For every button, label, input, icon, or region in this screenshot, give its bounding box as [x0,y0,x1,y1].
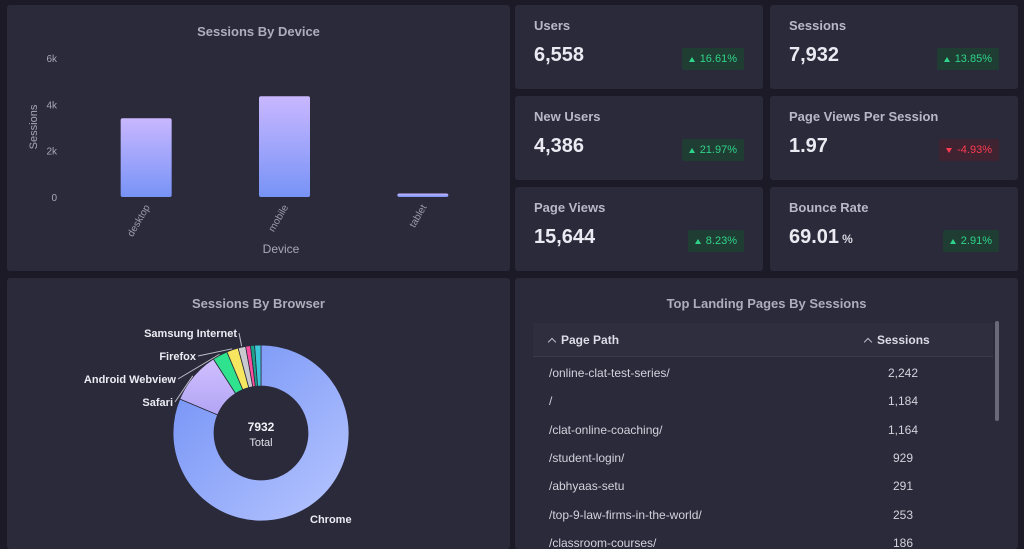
y-tick-label: 2k [46,147,58,158]
cell-sessions: 186 [892,535,914,549]
device-bar-chart: 0 2k 4k 6k Sessions desktop mobile tablet Device [28,54,449,256]
cell-sessions: 1,164 [887,422,919,437]
slice-chrome[interactable] [172,344,350,522]
cell-sessions: 253 [892,507,914,522]
cell-sessions: 2,242 [887,366,919,380]
kpi-label: Users [534,18,571,33]
kpi-change-badge: 8.23% [687,230,744,252]
kpi-unit: % [842,232,853,246]
sessions-by-browser-panel: Sessions By Browser Chrome Safari Android … [7,278,510,549]
kpi-value: 7,932 [789,44,840,66]
kpi-card-new-users: New Users 4,386 21.97% [515,96,763,180]
x-tick-label: desktop [126,203,153,239]
trend-up-icon [949,238,956,244]
kpi-label: New Users [534,109,601,124]
slice-leader-line [174,375,194,403]
kpi-label: Page Views Per Session [789,109,939,124]
y-axis-label: Sessions [28,104,40,149]
kpi-change-badge: 13.85% [936,48,999,70]
landing-table-title: Top Landing Pages By Sessions [666,296,867,311]
kpi-change-badge: 16.61% [681,48,744,70]
trend-up-icon [688,56,695,62]
table-row[interactable]: /clat-online-coaching/1,164 [533,416,993,444]
slice-label-chrome: Chrome [310,514,352,526]
table-row[interactable]: /top-9-law-firms-in-the-world/253 [533,501,993,529]
cell-page-path: /top-9-law-firms-in-the-world/ [549,507,702,522]
kpi-card-users: Users 6,558 16.61% [515,5,763,89]
y-tick-label: 4k [46,100,58,111]
device-chart-title: Sessions By Device [197,24,320,39]
y-tick-label: 0 [51,193,57,204]
cell-sessions: 1,184 [887,394,919,409]
kpi-card-page-views-per-session: Page Views Per Session 1.97 -4.93% [770,96,1018,180]
kpi-value: 15,644 [534,226,596,248]
cell-page-path: /classroom-courses/ [549,535,657,549]
cell-page-path: /online-clat-test-series/ [549,366,670,380]
kpi-card-page-views: Page Views 15,644 8.23% [515,187,763,271]
trend-up-icon [688,147,695,153]
table-row[interactable]: /abhyaas-setu 291 [533,472,993,500]
cell-page-path: / [549,394,553,409]
slice-leader-line [238,332,243,347]
cell-page-path: /abhyaas-setu [549,479,625,494]
column-header-sessions[interactable]: Sessions [863,333,930,347]
kpi-label: Page Views [534,200,606,215]
trend-up-icon [694,238,701,244]
donut-center-label: Total [249,437,272,449]
table-row[interactable]: / 1,184 [533,387,993,415]
kpi-value: 4,386 [534,135,585,157]
bar-desktop[interactable] [120,118,172,197]
landing-pages-table: Page Path Sessions /online-clat-test-ser… [533,323,1001,549]
x-tick-label: tablet [408,203,430,230]
slice-leader-line [177,353,220,380]
column-header-page-path[interactable]: Page Path [547,333,619,347]
table-row[interactable]: /student-login/929 [533,444,993,472]
kpi-card-sessions: Sessions 7,932 13.85% [770,5,1018,89]
cell-sessions: 291 [892,479,914,494]
slice-leader-line [197,348,233,357]
kpi-change-badge: 21.97% [681,139,744,161]
trend-up-icon [943,56,950,62]
cell-sessions: 929 [892,450,914,465]
slice-label-firefox: Firefox [159,351,197,363]
x-tick-label: mobile [267,203,291,234]
browser-donut-chart: Chrome Safari Android Webview Firefox Samsun… [84,328,352,526]
table-scrollbar[interactable] [995,321,999,421]
kpi-label: Bounce Rate [789,200,869,215]
kpi-label: Sessions [789,18,847,33]
donut-center-value: 7932 [248,420,275,434]
kpi-value: 1.97 [789,135,828,157]
table-header: Page Path Sessions [533,323,993,357]
trend-down-icon [946,147,953,153]
cell-page-path: /student-login/ [549,450,625,465]
y-tick-label: 6k [46,54,58,65]
kpi-value: 69.01% [789,226,853,248]
kpi-change-badge: -4.93% [939,139,999,161]
kpi-value: 6,558 [534,44,585,66]
table-row[interactable]: /classroom-courses/186 [533,529,993,549]
x-axis-label: Device [263,242,300,256]
slice-other-3[interactable] [254,344,262,387]
slice-label-safari: Safari [142,397,173,409]
bar-tablet[interactable] [397,193,449,197]
slice-label-android-webview: Android Webview [84,374,177,386]
sort-chevron-up-icon [547,337,557,346]
sessions-by-device-panel: Sessions By Device 0 2k 4k 6k Sessions deskto… [7,5,510,271]
slice-label-samsung-internet: Samsung Internet [144,328,237,340]
sort-chevron-up-icon [863,337,873,346]
kpi-card-bounce-rate: Bounce Rate 69.01% 2.91% [770,187,1018,271]
kpi-change-badge: 2.91% [942,230,999,252]
table-row[interactable]: /online-clat-test-series/2,242 [533,359,993,387]
browser-chart-title: Sessions By Browser [192,296,325,311]
cell-page-path: /clat-online-coaching/ [549,422,663,437]
bar-mobile[interactable] [259,96,310,197]
